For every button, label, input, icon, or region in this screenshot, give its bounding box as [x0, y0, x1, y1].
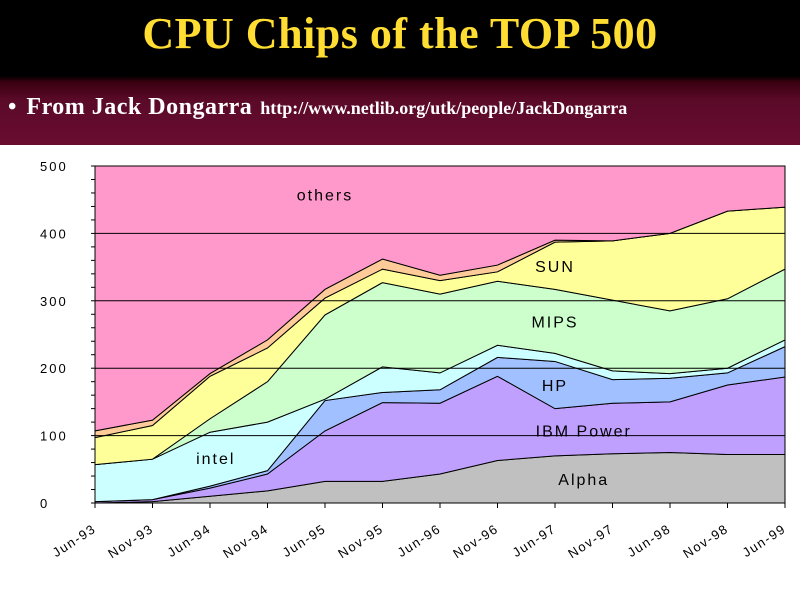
x-tick-label: Nov-96	[450, 521, 501, 561]
series-label-others: others	[297, 187, 353, 204]
x-tick-label: Nov-97	[565, 521, 616, 561]
x-tick-label: Jun-93	[50, 521, 99, 560]
y-tick-label: 200	[40, 361, 68, 376]
x-tick-label: Jun-96	[395, 521, 444, 560]
x-tick-label: Jun-94	[165, 521, 214, 560]
bullet-line: • From Jack Dongarra http://www.netlib.org…	[8, 94, 627, 121]
x-tick-label: Nov-95	[335, 521, 386, 561]
series-label-sun: SUN	[535, 259, 575, 276]
y-tick-label: 100	[40, 429, 68, 444]
x-tick-label: Jun-98	[625, 521, 674, 560]
x-tick-label: Jun-95	[280, 521, 329, 560]
x-tick-label: Jun-97	[510, 521, 559, 560]
y-tick-label: 300	[40, 294, 68, 309]
bullet-text: From Jack Dongarra	[26, 94, 253, 120]
series-label-hp: HP	[542, 378, 568, 395]
slide-header	[0, 0, 800, 145]
source-url[interactable]: http://www.netlib.org/utk/people/JackDon…	[260, 98, 628, 118]
x-tick-label: Nov-93	[105, 521, 156, 561]
x-tick-label: Nov-98	[680, 521, 731, 561]
series-label-ibm-power: IBM Power	[536, 423, 632, 440]
x-tick-label: Jun-99	[740, 521, 789, 560]
y-tick-label: 0	[40, 496, 49, 511]
slide-title: CPU Chips of the TOP 500	[142, 9, 658, 58]
series-label-mips: MIPS	[531, 314, 578, 331]
y-tick-label: 400	[40, 226, 68, 241]
bullet-glyph: •	[8, 94, 17, 120]
series-label-alpha: Alpha	[558, 472, 609, 489]
y-tick-label: 500	[40, 159, 68, 174]
series-label-intel: intel	[196, 451, 235, 468]
x-tick-label: Nov-94	[220, 521, 271, 561]
